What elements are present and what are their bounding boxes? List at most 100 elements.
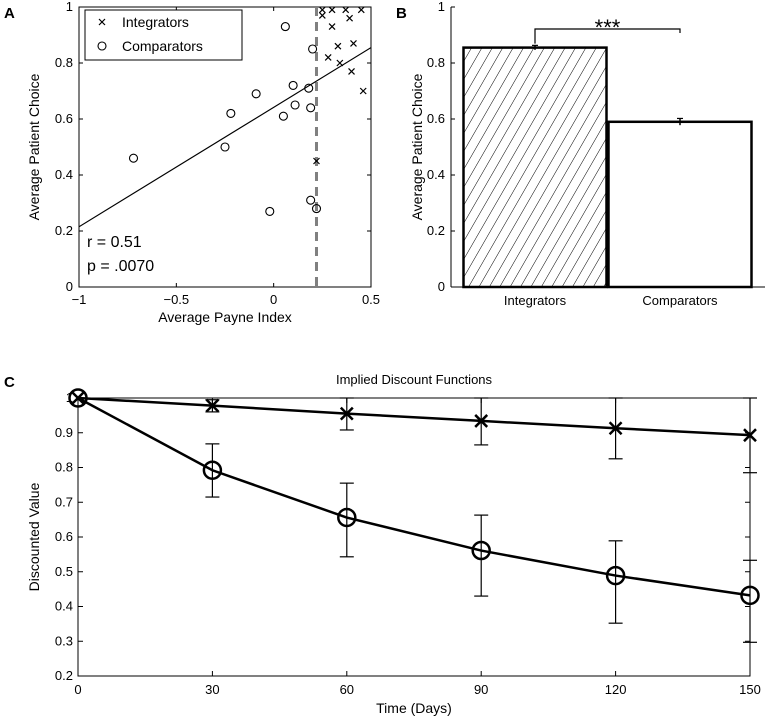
comparator-point xyxy=(128,153,139,163)
panel-b-ytick-label: 1 xyxy=(438,0,445,14)
panel-c-axes-box xyxy=(77,397,751,677)
comparator-point xyxy=(220,142,230,152)
legend-integrators-marker xyxy=(98,18,106,26)
comparators-line xyxy=(77,396,751,597)
panel-c-ytick-label: 0.5 xyxy=(55,564,73,579)
panel-c-ylabel: Discounted Value xyxy=(26,482,42,591)
legend-comparators-label: Comparators xyxy=(122,38,203,54)
comparator-marker xyxy=(471,540,491,561)
integrator-point xyxy=(313,157,320,165)
integrator-point xyxy=(318,7,326,14)
comparator-point xyxy=(306,195,316,205)
panel-b-category-label: Comparators xyxy=(642,293,718,308)
integrator-point xyxy=(334,42,342,50)
integrators-line xyxy=(77,396,751,437)
panel-c-ytick-label: 0.2 xyxy=(55,668,73,683)
panel-b-ytick-label: 0 xyxy=(438,279,445,294)
comparator-marker xyxy=(202,460,223,481)
panel-c-ytick-label: 0.6 xyxy=(55,529,73,544)
integrator-point xyxy=(348,67,355,75)
comparator-marker xyxy=(68,388,88,408)
comparator-point xyxy=(251,89,261,99)
comparator-point xyxy=(226,108,236,118)
integrator-point xyxy=(328,7,336,14)
comparator-point xyxy=(280,22,290,32)
panel-a-ytick-label: 1 xyxy=(66,0,73,14)
panel-c-letter: C xyxy=(4,374,15,391)
panel-a-letter: A xyxy=(4,5,15,22)
panel-c-xtick-label: 150 xyxy=(739,682,761,697)
panel-b-ytick-label: 0.4 xyxy=(427,167,445,182)
panel-b-ytick-label: 0.2 xyxy=(427,223,445,238)
integrator-marker xyxy=(205,398,220,413)
panel-a-fit-line xyxy=(79,47,371,228)
comparator-point xyxy=(278,111,288,121)
integrator-point xyxy=(357,7,365,14)
panel-b-letter: B xyxy=(396,5,407,22)
panel-c-ytick-label: 0.7 xyxy=(55,494,73,509)
panel-a-xtick-label: 0 xyxy=(270,292,277,307)
bar-comparators xyxy=(607,120,753,289)
panel-a-xtick-label: −1 xyxy=(72,292,87,307)
comparator-marker xyxy=(740,585,760,606)
panel-a-r-value: r = 0.51 xyxy=(87,234,142,251)
panel-c-ytick-label: 0.8 xyxy=(55,460,73,475)
panel-a-ylabel: Average Patient Choice xyxy=(26,73,42,220)
panel-a-axes-box xyxy=(78,6,372,288)
panel-c-ytick-label: 0.3 xyxy=(55,633,73,648)
integrator-point xyxy=(359,87,367,95)
panel-a-ytick-label: 0 xyxy=(66,279,73,294)
integrator-marker xyxy=(474,414,489,428)
comparator-point xyxy=(290,100,300,110)
panel-c-title: Implied Discount Functions xyxy=(336,372,493,387)
integrator-point xyxy=(336,59,344,67)
comparator-point xyxy=(304,83,314,93)
legend-integrators-label: Integrators xyxy=(122,14,189,30)
panel-a-ytick-label: 0.6 xyxy=(55,111,73,126)
panel-c-xlabel: Time (Days) xyxy=(376,700,452,716)
legend-comparators-marker xyxy=(97,41,107,51)
panel-b-ytick-label: 0.6 xyxy=(427,111,445,126)
panel-c-ytick-label: 0.9 xyxy=(55,425,73,440)
panel-a-ytick-label: 0.4 xyxy=(55,167,73,182)
integrator-point xyxy=(328,23,336,31)
panel-c-ytick-label: 0.4 xyxy=(55,599,73,614)
panel-c-xtick-label: 60 xyxy=(340,682,354,697)
integrator-point xyxy=(346,14,354,22)
comparator-marker xyxy=(605,565,626,586)
significance-bracket xyxy=(534,28,681,44)
integrator-marker xyxy=(608,421,623,436)
comparator-point xyxy=(288,80,298,90)
integrator-marker xyxy=(743,428,757,443)
panel-a-xtick-label: 0.5 xyxy=(362,292,380,307)
panel-c-line-chart: 0.20.30.40.50.60.70.80.910 30 60 90 120 150Ti… xyxy=(26,372,761,716)
integrator-marker xyxy=(339,406,354,421)
comparator-point xyxy=(265,206,275,216)
integrator-point xyxy=(324,53,332,61)
panel-c-xtick-label: 120 xyxy=(605,682,627,697)
comparator-point xyxy=(308,44,318,54)
panel-c-xtick-label: 30 xyxy=(205,682,219,697)
comparator-point xyxy=(311,204,322,214)
panel-c-xtick-label: 90 xyxy=(474,682,488,697)
panel-a-legend: Integrators Comparators xyxy=(84,9,243,61)
panel-a-ytick-label: 0.2 xyxy=(55,223,73,238)
integrator-point xyxy=(342,7,350,14)
comparator-point xyxy=(306,103,316,113)
panel-a-xlabel: Average Payne Index xyxy=(158,309,292,325)
panel-a-scatter: 0 0.2 0.4 0.6 0.8 1 −1 −0.5 0 0.5 Average Payne In… xyxy=(26,0,380,325)
panel-a-ytick-label: 0.8 xyxy=(55,55,73,70)
integrator-point xyxy=(318,11,326,19)
panel-b-category-label: Integrators xyxy=(504,293,567,308)
bar-integrators xyxy=(462,46,608,289)
panel-a-p-value: p = .0070 xyxy=(87,258,154,275)
panel-b-ylabel: Average Patient Choice xyxy=(409,73,425,220)
integrator-point xyxy=(350,39,357,47)
panel-b-ytick-label: 0.8 xyxy=(427,55,445,70)
panel-b-bar-chart: 0 0.2 0.4 0.6 0.8 1 Average Patient Choice Inte… xyxy=(409,0,765,308)
legend-box xyxy=(84,9,243,61)
comparator-marker xyxy=(337,507,357,528)
significance-stars: *** xyxy=(595,15,621,40)
panel-c-xtick-label: 0 xyxy=(74,682,81,697)
